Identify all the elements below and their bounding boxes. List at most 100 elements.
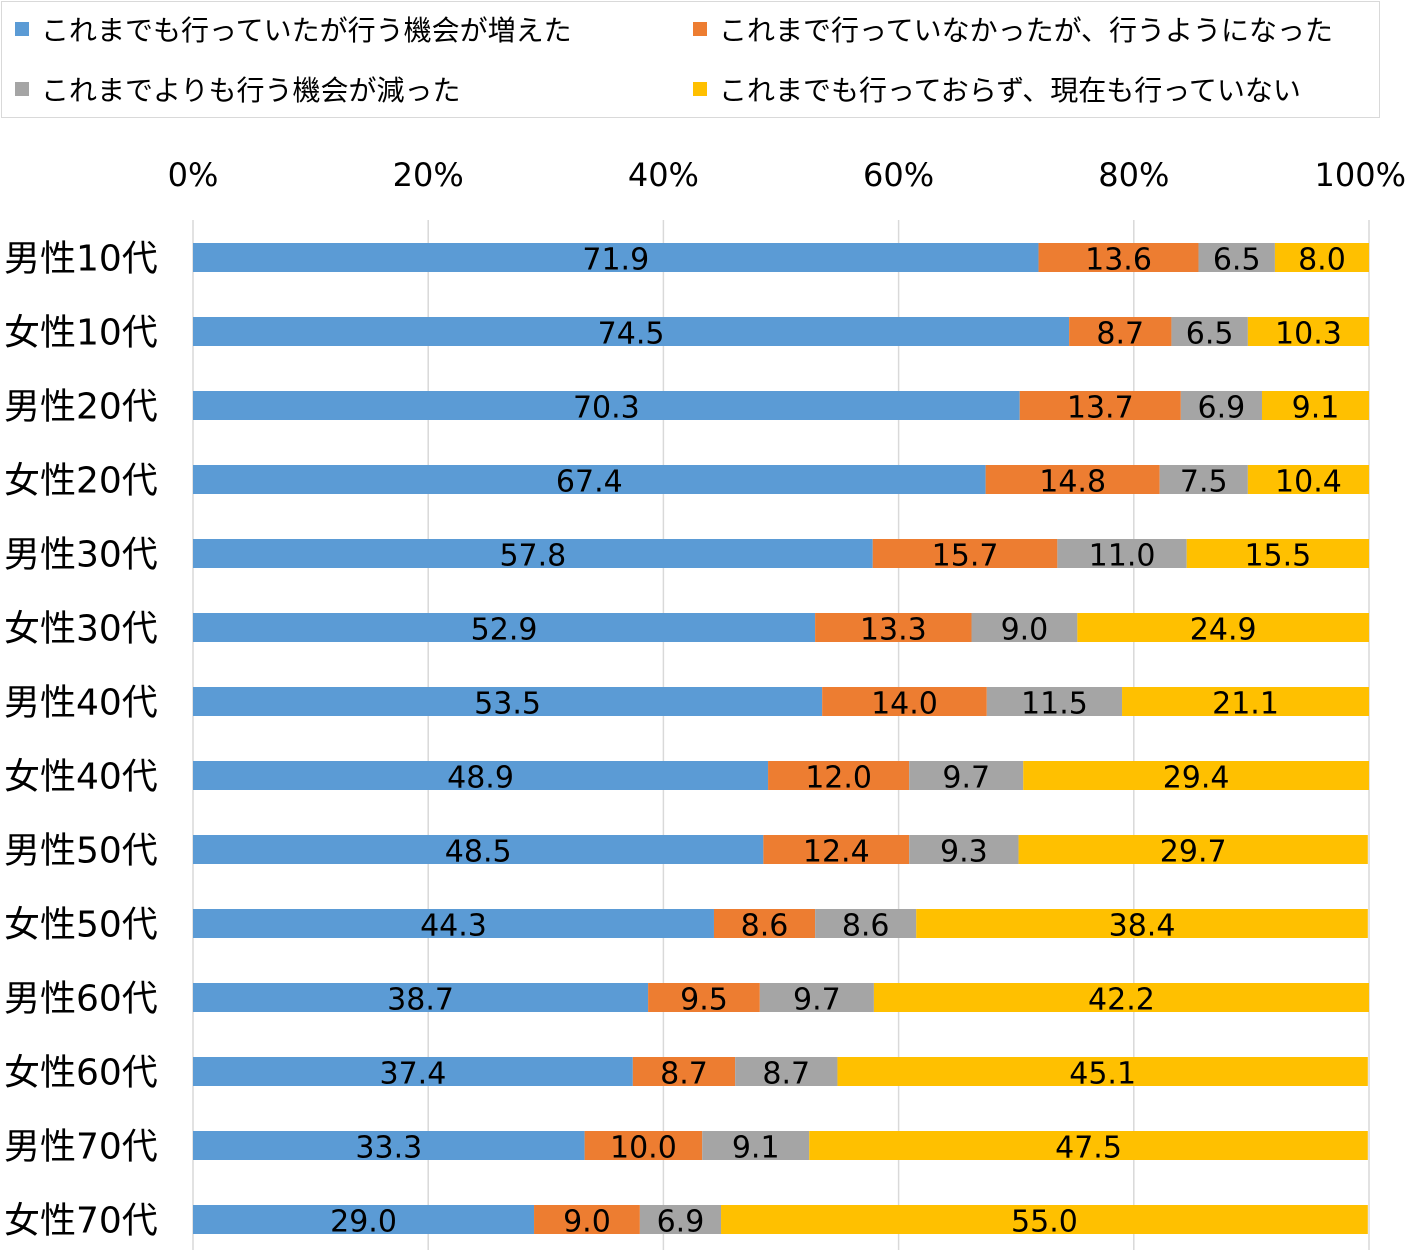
x-tick-label-2: 40%	[628, 156, 699, 194]
bar-segment-4-0	[193, 539, 873, 568]
bar-segment-8-1	[763, 835, 910, 864]
legend-label-0: これまでも行っていたが行う機会が増えた	[41, 14, 572, 47]
data-label-6-1: 14.0	[871, 687, 938, 722]
bar-segment-11-1	[632, 1057, 736, 1086]
data-label-5-1: 13.3	[860, 613, 927, 648]
data-label-10-2: 9.7	[793, 983, 841, 1018]
data-label-5-0: 52.9	[471, 613, 538, 648]
bar-segment-13-1	[534, 1205, 640, 1234]
bar-segment-0-0	[193, 243, 1039, 272]
bar-segment-13-3	[721, 1205, 1368, 1234]
legend-swatch-0	[15, 22, 29, 36]
data-label-7-2: 9.7	[942, 761, 990, 796]
bar-segment-13-0	[193, 1205, 535, 1234]
data-label-1-3: 10.3	[1275, 317, 1342, 352]
data-label-3-0: 67.4	[556, 465, 623, 500]
data-label-10-0: 38.7	[387, 983, 454, 1018]
bar-segment-5-2	[971, 613, 1078, 642]
bar-segment-13-2	[639, 1205, 722, 1234]
data-label-1-1: 8.7	[1096, 317, 1144, 352]
bar-segment-0-2	[1198, 243, 1275, 272]
data-label-6-0: 53.5	[474, 687, 541, 722]
legend-swatch-1	[693, 22, 707, 36]
data-label-2-0: 70.3	[573, 391, 640, 426]
bar-segment-1-3	[1247, 317, 1369, 346]
bar-segment-8-2	[909, 835, 1019, 864]
bar-segment-12-1	[584, 1131, 703, 1160]
category-label-11: 女性60代	[4, 1053, 158, 1094]
data-label-8-3: 29.7	[1160, 835, 1227, 870]
bar-segment-1-1	[1069, 317, 1172, 346]
bar-segment-2-0	[193, 391, 1020, 420]
bar-segment-11-0	[193, 1057, 633, 1086]
data-label-5-3: 24.9	[1190, 613, 1257, 648]
data-label-10-1: 9.5	[680, 983, 728, 1018]
bars	[193, 243, 1369, 1234]
bar-segment-7-0	[193, 761, 769, 790]
data-label-11-3: 45.1	[1069, 1057, 1136, 1092]
category-label-7: 女性40代	[4, 757, 158, 798]
data-label-13-2: 6.9	[657, 1205, 705, 1240]
gridlines	[192, 220, 1370, 1250]
bar-segment-12-2	[702, 1131, 810, 1160]
legend-swatch-3	[693, 82, 707, 96]
x-tick-label-1: 20%	[393, 156, 464, 194]
data-label-4-1: 15.7	[932, 539, 999, 574]
bar-segment-2-2	[1180, 391, 1262, 420]
category-labels: 男性10代女性10代男性20代女性20代男性30代女性30代男性40代女性40代…	[4, 239, 158, 1242]
bar-segment-4-3	[1186, 539, 1369, 568]
data-label-13-1: 9.0	[563, 1205, 611, 1240]
bar-segment-10-3	[873, 983, 1369, 1012]
bar-segment-4-2	[1057, 539, 1187, 568]
data-label-8-0: 48.5	[445, 835, 512, 870]
x-tick-label-3: 60%	[863, 156, 934, 194]
data-label-7-3: 29.4	[1163, 761, 1230, 796]
x-axis-ticks: 0% 20% 40% 60% 80% 100%	[168, 156, 1406, 194]
data-label-12-2: 9.1	[732, 1131, 780, 1166]
x-tick-label-0: 0%	[168, 156, 219, 194]
data-label-0-0: 71.9	[582, 243, 649, 278]
data-label-1-2: 6.5	[1186, 317, 1234, 352]
x-tick-label-5: 100%	[1315, 156, 1406, 194]
data-label-11-1: 8.7	[660, 1057, 708, 1092]
data-label-13-0: 29.0	[330, 1205, 397, 1240]
bar-segment-6-0	[193, 687, 823, 716]
data-label-8-1: 12.4	[803, 835, 870, 870]
category-label-9: 女性50代	[4, 905, 158, 946]
bar-segment-0-1	[1038, 243, 1199, 272]
bar-segment-12-0	[193, 1131, 585, 1160]
legend-swatch-2	[15, 82, 29, 96]
data-label-9-2: 8.6	[842, 909, 890, 944]
bar-segment-12-3	[809, 1131, 1368, 1160]
category-label-4: 男性30代	[4, 535, 158, 576]
data-label-3-3: 10.4	[1275, 465, 1342, 500]
data-label-2-2: 6.9	[1198, 391, 1246, 426]
category-label-2: 男性20代	[4, 387, 158, 428]
bar-segment-5-1	[815, 613, 972, 642]
bar-segment-10-2	[759, 983, 874, 1012]
bar-segment-6-2	[986, 687, 1123, 716]
bar-segment-10-1	[648, 983, 760, 1012]
data-label-2-1: 13.7	[1067, 391, 1134, 426]
category-label-6: 男性40代	[4, 683, 158, 724]
category-label-13: 女性70代	[4, 1201, 158, 1242]
bar-segment-3-0	[193, 465, 986, 494]
legend-label-3: これまでも行っておらず、現在も行っていない	[719, 74, 1301, 107]
data-label-4-2: 11.0	[1089, 539, 1156, 574]
data-label-3-1: 14.8	[1039, 465, 1106, 500]
data-label-11-0: 37.4	[380, 1057, 447, 1092]
data-label-9-1: 8.6	[741, 909, 789, 944]
data-label-4-0: 57.8	[499, 539, 566, 574]
bar-segment-0-3	[1274, 243, 1369, 272]
bar-segment-7-1	[768, 761, 910, 790]
bar-segment-3-2	[1159, 465, 1248, 494]
category-label-12: 男性70代	[4, 1127, 158, 1168]
bar-segment-5-3	[1077, 613, 1369, 642]
bar-segment-7-3	[1023, 761, 1369, 790]
data-label-9-0: 44.3	[420, 909, 487, 944]
bar-segment-8-3	[1018, 835, 1368, 864]
data-label-0-3: 8.0	[1298, 243, 1346, 278]
bar-segment-3-3	[1247, 465, 1369, 494]
